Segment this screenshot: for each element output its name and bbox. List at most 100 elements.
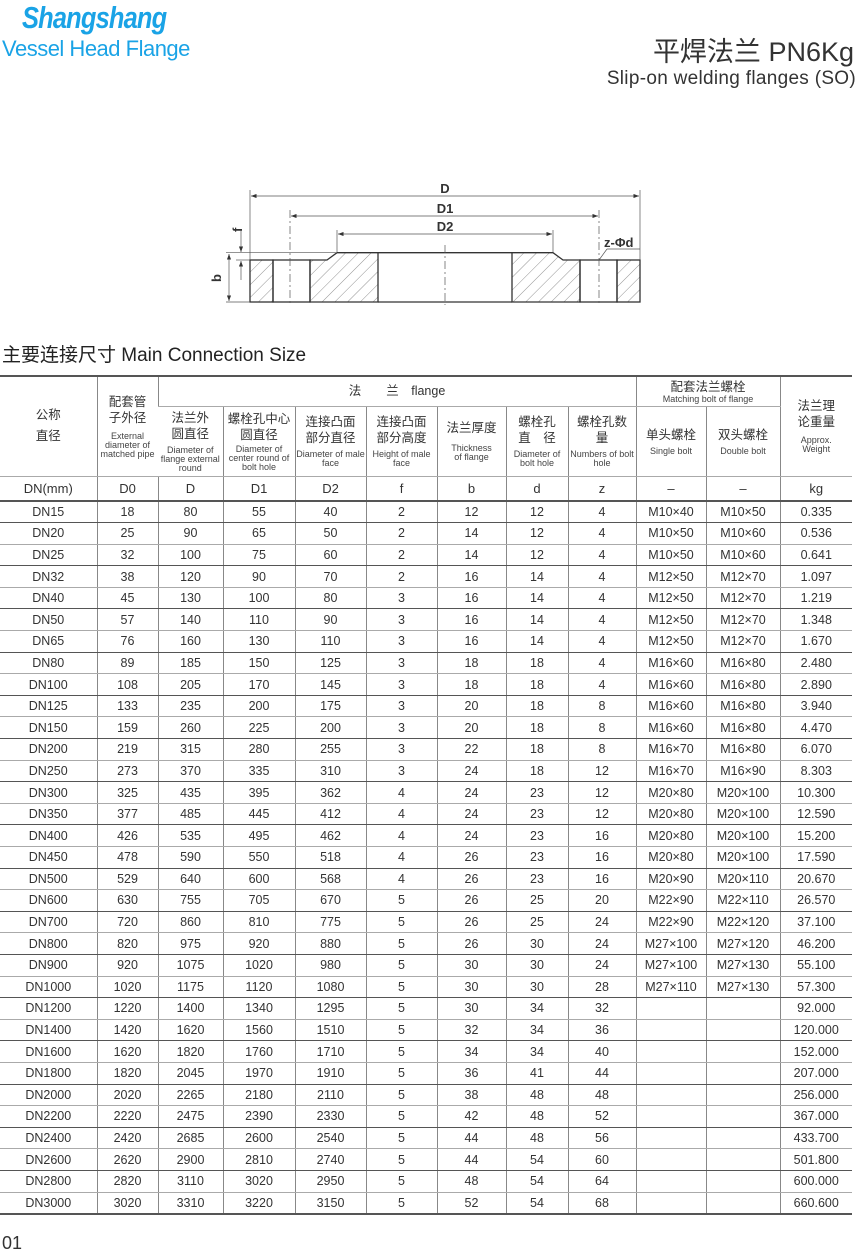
table-cell: M12×70 <box>705 587 780 610</box>
table-cell: 600 <box>222 868 295 891</box>
table-cell: 1295 <box>294 997 366 1020</box>
table-cell: 367.000 <box>779 1105 852 1128</box>
table-cell: 17.590 <box>779 846 852 869</box>
table-cell: 145 <box>294 673 366 696</box>
table-cell: 100 <box>157 544 223 567</box>
table-cell: 1080 <box>294 976 366 999</box>
table-cell: M16×80 <box>705 716 780 740</box>
table-row: DN15 18 80 55 40 2 12 12 4 M10×40 M10×50 0.335 <box>0 500 852 524</box>
table-cell: 2 <box>365 565 437 588</box>
table-cell: 5 <box>365 1192 437 1216</box>
unit-cell: – <box>635 475 706 502</box>
table-cell: 3310 <box>157 1192 223 1216</box>
table-cell: 55.100 <box>779 954 852 977</box>
table-cell: 92.000 <box>779 997 852 1020</box>
section-title: 主要连接尺寸 Main Connection Size <box>2 345 307 366</box>
table-cell: 32 <box>436 1019 506 1042</box>
table-cell: M27×120 <box>705 932 780 955</box>
table-cell: DN1600 <box>0 1040 97 1063</box>
table-cell: DN32 <box>0 565 97 588</box>
table-cell: 30 <box>505 954 568 977</box>
table-cell: 24 <box>436 781 506 804</box>
table-cell: 18 <box>505 716 568 740</box>
table-cell: 5 <box>365 1127 437 1150</box>
table-cell: 1970 <box>222 1062 295 1085</box>
table-cell: M16×60 <box>635 695 706 718</box>
table-cell: 235 <box>157 695 223 718</box>
table-row: DN80 89 185 150 125 3 18 18 4 M16×60 M16×80 2.480 <box>0 652 852 675</box>
table-cell: 64 <box>567 1170 636 1193</box>
table-cell: 42 <box>436 1105 506 1128</box>
table-row: DN1200 1220 1400 1340 1295 5 30 34 32 92.000 <box>0 997 852 1020</box>
table-cell: 315 <box>157 738 223 761</box>
table-cell: 5 <box>365 1019 437 1042</box>
table-cell: 0.641 <box>779 544 852 567</box>
table-row: DN500 529 640 600 568 4 26 23 16 M20×90 M20×110 20.… <box>0 868 852 891</box>
table-row: DN100 108 205 170 145 3 18 18 4 M16×60 M16×80 2.890 <box>0 673 852 696</box>
table-row: DN250 273 370 335 310 3 24 18 12 M16×70 M16×90 8.30… <box>0 760 852 783</box>
table-cell: 1.219 <box>779 587 852 610</box>
table-cell: 4 <box>365 868 437 891</box>
table-cell: 8 <box>567 716 636 740</box>
table-cell: 630 <box>96 889 158 912</box>
table-cell <box>705 1127 780 1150</box>
table-cell: M10×60 <box>705 544 780 567</box>
table-row: DN1000 1020 1175 1120 1080 5 30 30 28 M27×110 M27×… <box>0 976 852 999</box>
table-cell: 48 <box>505 1105 568 1128</box>
table-cell: 5 <box>365 911 437 934</box>
table-cell: 30 <box>505 976 568 999</box>
table-cell: 12.590 <box>779 803 852 826</box>
table-cell: 2 <box>365 544 437 567</box>
table-cell: 14 <box>436 522 506 545</box>
brand-logo-tagline: Vessel Head Flange <box>2 36 190 61</box>
table-cell <box>635 1040 706 1063</box>
table-cell: 5 <box>365 1084 437 1107</box>
table-cell: M22×90 <box>635 889 706 912</box>
table-cell: DN1200 <box>0 997 97 1020</box>
table-cell: 140 <box>157 608 223 632</box>
table-body: DN15 18 80 55 40 2 12 12 4 M10×40 M10×50 0.335 DN20 2… <box>0 500 852 1216</box>
table-row: DN800 820 975 920 880 5 26 30 24 M27×100 M27×120 46… <box>0 932 852 955</box>
table-cell: 30 <box>436 976 506 999</box>
table-row: DN20 25 90 65 50 2 14 12 4 M10×50 M10×60 0.536 <box>0 522 852 545</box>
table-cell: 568 <box>294 868 366 891</box>
table-cell: 18 <box>505 652 568 675</box>
table-cell: 159 <box>96 716 158 740</box>
table-cell: 2.890 <box>779 673 852 696</box>
table-cell: 0.536 <box>779 522 852 545</box>
table-cell: M10×40 <box>635 500 706 524</box>
table-cell: M16×60 <box>635 652 706 675</box>
table-cell: M16×80 <box>705 673 780 696</box>
table-cell: 485 <box>157 803 223 826</box>
table-cell: 3 <box>365 760 437 783</box>
table-cell: 920 <box>96 954 158 977</box>
table-cell: 24 <box>436 824 506 847</box>
table-cell: 150 <box>222 652 295 675</box>
table-cell: 2.480 <box>779 652 852 675</box>
unit-cell: D1 <box>222 475 295 502</box>
table-cell <box>635 1084 706 1107</box>
table-cell: 260 <box>157 716 223 740</box>
table-cell: 130 <box>157 587 223 610</box>
table-cell: 1020 <box>96 976 158 999</box>
table-cell <box>705 1105 780 1128</box>
table-cell: 2600 <box>222 1127 295 1150</box>
table-cell: 225 <box>222 716 295 740</box>
table-cell: 820 <box>96 932 158 955</box>
header-f: 连接凸面部分高度 Height of male face <box>365 406 437 477</box>
table-cell: 16 <box>567 824 636 847</box>
connection-size-table: 公称 直径 配套管子外径 External diameter of matched… <box>0 375 852 1216</box>
table-cell <box>705 997 780 1020</box>
header-D1: 螺栓孔中心圆直径 Diameter of center round of bolt… <box>222 406 295 477</box>
table-cell: 6.070 <box>779 738 852 761</box>
table-cell: M16×60 <box>635 673 706 696</box>
table-cell: 2900 <box>157 1148 223 1171</box>
table-cell: 3020 <box>96 1192 158 1216</box>
table-cell: 18 <box>505 738 568 761</box>
table-cell: DN1400 <box>0 1019 97 1042</box>
table-cell: 200 <box>294 716 366 740</box>
header-D2: 连接凸面部分直径 Diameter of male face <box>294 406 366 477</box>
table-cell: 273 <box>96 760 158 783</box>
table-cell: 5 <box>365 954 437 977</box>
table-cell: 2820 <box>96 1170 158 1193</box>
